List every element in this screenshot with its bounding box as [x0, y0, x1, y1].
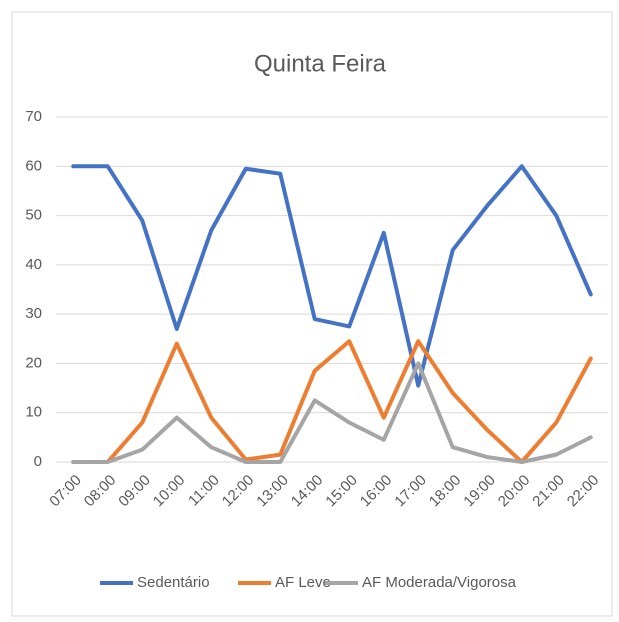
y-tick-label: 50	[25, 207, 42, 224]
legend-label: Sedentário	[137, 574, 210, 591]
y-tick-label: 70	[25, 108, 42, 125]
y-tick-label: 10	[25, 404, 42, 421]
chart-title: Quinta Feira	[254, 50, 387, 77]
series-line	[71, 361, 593, 464]
y-tick-label: 60	[25, 157, 42, 174]
legend-label: AF Leve	[275, 574, 331, 591]
y-tick-label: 0	[34, 453, 42, 470]
series-line	[71, 339, 593, 464]
y-tick-label: 30	[25, 305, 42, 322]
legend-label: AF Moderada/Vigorosa	[362, 574, 517, 591]
y-tick-label: 40	[25, 256, 42, 273]
series-line	[71, 164, 593, 388]
y-tick-label: 20	[25, 354, 42, 371]
